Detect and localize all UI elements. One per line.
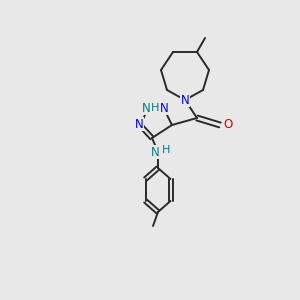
Text: N: N [151, 146, 159, 158]
Text: N: N [160, 101, 168, 115]
Text: N: N [142, 101, 150, 115]
Text: H: H [151, 103, 159, 113]
Text: H: H [162, 145, 170, 155]
Text: N: N [135, 118, 143, 130]
Text: O: O [224, 118, 232, 131]
Text: N: N [181, 94, 189, 106]
